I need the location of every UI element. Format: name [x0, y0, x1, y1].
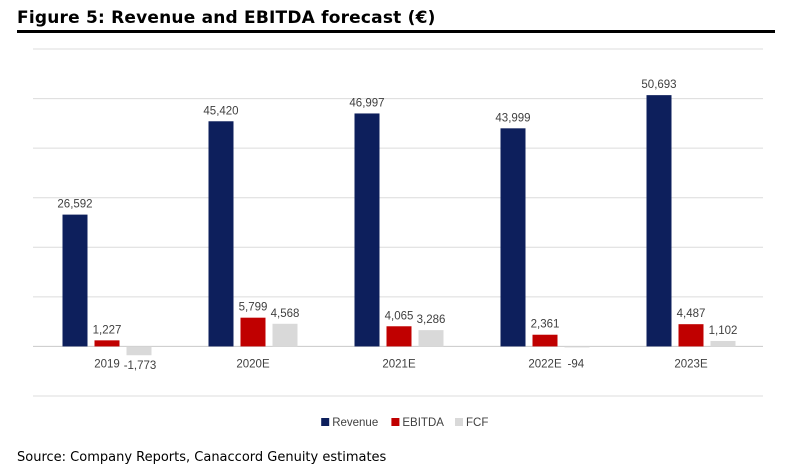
legend-label-ebitda: EBITDA — [402, 417, 444, 429]
data-label-revenue-2021e: 46,997 — [349, 97, 384, 109]
bar-fcf-2022e — [564, 346, 590, 348]
page-title: Figure 5: Revenue and EBITDA forecast (€… — [17, 8, 436, 28]
legend-label-revenue: Revenue — [332, 417, 378, 429]
bar-ebitda-2022e — [532, 334, 558, 347]
bar-revenue-2021e — [354, 113, 380, 347]
bar-fcf-2020e — [272, 323, 298, 347]
category-ticks: 2019 2020E 2021E 2022E 2023E — [94, 358, 708, 370]
data-label-fcf-2021e: 3,286 — [417, 314, 446, 326]
legend-swatch-ebitda — [391, 418, 400, 426]
bar-ebitda-2020e — [240, 317, 266, 347]
bar-ebitda-2023e — [678, 324, 704, 347]
bar-ebitda-2021e — [386, 326, 412, 347]
data-label-ebitda-2020e: 5,799 — [239, 302, 268, 314]
legend: Revenue EBITDA FCF — [321, 417, 488, 429]
bar-ebitda-2019 — [94, 340, 120, 347]
data-label-fcf-2022e: -94 — [568, 358, 585, 370]
legend-swatch-fcf — [455, 418, 463, 426]
source-note: Source: Company Reports, Canaccord Genui… — [17, 450, 387, 465]
category-label-2022e: 2022E — [528, 358, 562, 370]
data-label-ebitda-2022e: 2,361 — [531, 319, 560, 331]
bar-fcf-2019 — [126, 346, 152, 356]
bar-revenue-2019 — [62, 214, 88, 347]
legend-label-fcf: FCF — [466, 417, 488, 429]
data-label-fcf-2020e: 4,568 — [271, 308, 300, 320]
legend-swatch-revenue — [321, 418, 330, 426]
bar-revenue-2023e — [646, 95, 672, 347]
data-label-ebitda-2019: 1,227 — [93, 324, 122, 336]
title-rule — [17, 30, 775, 33]
bar-fcf-2023e — [710, 340, 736, 347]
data-label-revenue-2023e: 50,693 — [641, 79, 676, 91]
category-label-2021e: 2021E — [382, 358, 416, 370]
data-label-ebitda-2021e: 4,065 — [385, 310, 414, 322]
data-label-revenue-2020e: 45,420 — [203, 105, 238, 117]
bar-revenue-2022e — [500, 128, 526, 347]
bars — [62, 95, 736, 356]
data-label-revenue-2019: 26,592 — [57, 199, 92, 211]
data-label-fcf-2023e: 1,102 — [709, 325, 738, 337]
data-label-revenue-2022e: 43,999 — [495, 112, 530, 124]
bar-fcf-2021e — [418, 330, 444, 347]
data-label-fcf-2019: -1,773 — [124, 360, 157, 372]
gridlines — [33, 48, 763, 397]
category-label-2019: 2019 — [94, 358, 120, 370]
data-label-ebitda-2023e: 4,487 — [677, 308, 706, 320]
category-label-2023e: 2023E — [674, 358, 708, 370]
bar-revenue-2020e — [208, 121, 234, 347]
category-label-2020e: 2020E — [236, 358, 270, 370]
